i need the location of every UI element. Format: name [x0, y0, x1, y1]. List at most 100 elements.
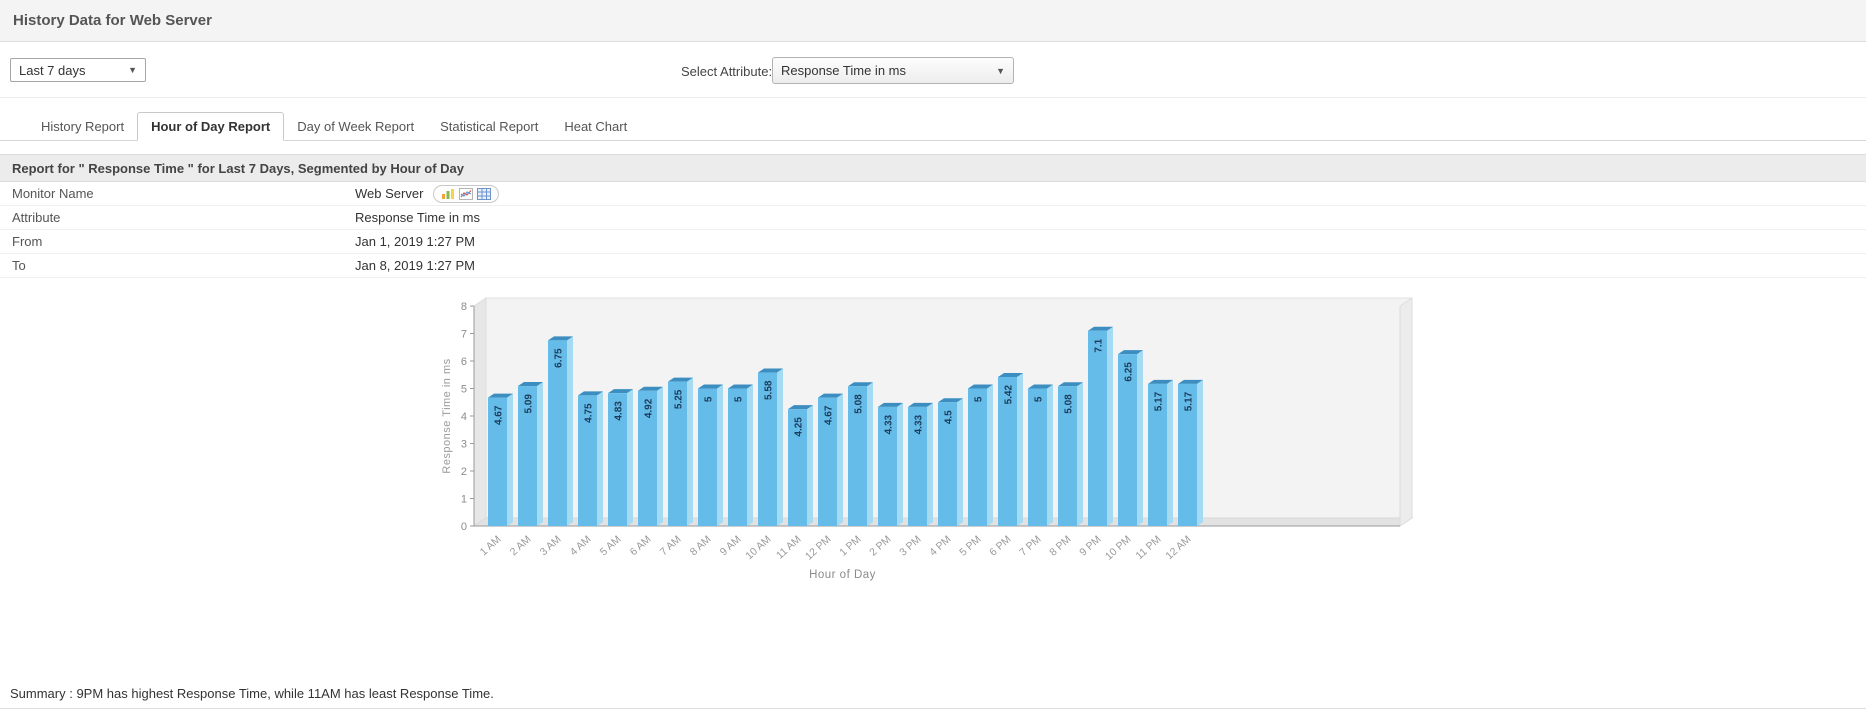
bar-value-label: 5.42 [1004, 385, 1015, 405]
bar-top-face [638, 386, 663, 391]
y-tick-label: 2 [461, 466, 467, 478]
bar-front-face [488, 397, 507, 526]
bar-side-face [807, 405, 813, 526]
bar-front-face [998, 376, 1017, 526]
bar-top-face [548, 336, 573, 341]
period-select-value: Last 7 days [19, 62, 86, 78]
chart-bar[interactable]: 4.33 [908, 402, 933, 526]
bar-side-face [1197, 379, 1203, 526]
bar-top-face [938, 398, 963, 403]
table-row: To Jan 8, 2019 1:27 PM [0, 254, 1866, 278]
chart-bar[interactable]: 4.67 [818, 393, 843, 526]
x-tick-label: 9 PM [1077, 533, 1103, 558]
bar-value-label: 5 [1034, 396, 1045, 402]
chart-bar[interactable]: 4.75 [578, 391, 603, 526]
bar-top-face [488, 393, 513, 398]
chart-bar[interactable]: 4.83 [608, 389, 633, 526]
bar-front-face [1148, 383, 1167, 526]
chart-bar[interactable]: 6.25 [1118, 350, 1143, 526]
bar-side-face [717, 384, 723, 526]
tab-heat-chart[interactable]: Heat Chart [564, 119, 628, 134]
bar-top-face [1088, 326, 1113, 331]
tab-day-of-week-report[interactable]: Day of Week Report [297, 119, 415, 134]
x-tick-label: 5 AM [598, 533, 624, 558]
chart-bar[interactable]: 4.25 [788, 405, 813, 526]
monitor-chart-links-pill [433, 184, 500, 203]
bar-value-label: 5.17 [1184, 391, 1195, 411]
x-tick-label: 4 PM [927, 533, 953, 558]
bottom-divider [0, 708, 1866, 718]
bar-front-face [1088, 330, 1107, 526]
chart-bar[interactable]: 5.09 [518, 382, 543, 526]
chart-bar[interactable]: 5.17 [1148, 379, 1173, 526]
row-value: Web Server [355, 186, 424, 201]
bar-top-face [1058, 382, 1083, 387]
chart-bar[interactable]: 4.33 [878, 402, 903, 526]
bar-side-face [1017, 372, 1023, 526]
chart-bar[interactable]: 7.1 [1088, 326, 1113, 526]
chart-area: 0 1 2 3 4 5 6 7 8 4.67 1 AM 5.09 2 AM 6.75 3 AM 4.75 4 A… [0, 278, 1866, 586]
chart-bar[interactable]: 5.08 [848, 382, 873, 526]
chart-bar[interactable]: 5.42 [998, 372, 1023, 526]
bar-top-face [698, 384, 723, 389]
y-tick-label: 6 [461, 356, 467, 368]
row-value: Response Time in ms [355, 210, 480, 225]
chart-bar[interactable]: 5 [968, 384, 993, 527]
x-tick-label: 7 AM [658, 533, 684, 558]
chart-bar[interactable]: 5 [698, 384, 723, 527]
bar-top-face [728, 384, 753, 389]
x-tick-label: 1 PM [837, 533, 863, 558]
bar-value-label: 4.25 [794, 417, 805, 437]
y-tick-label: 7 [461, 329, 467, 341]
bar-side-face [507, 393, 513, 526]
bar-value-label: 7.1 [1094, 338, 1105, 352]
bar-value-label: 5.08 [1064, 394, 1075, 414]
chart-bar[interactable]: 4.67 [488, 393, 513, 526]
bar-front-face [1118, 354, 1137, 526]
y-tick-label: 1 [461, 494, 467, 506]
bar-chart-icon[interactable] [441, 188, 455, 200]
table-row: Monitor Name Web Server [0, 182, 1866, 206]
bar-value-label: 4.33 [914, 414, 925, 434]
period-select[interactable]: Last 7 days ▼ [10, 58, 146, 82]
bar-top-face [968, 384, 993, 389]
bar-side-face [777, 368, 783, 526]
x-tick-label: 2 AM [508, 533, 534, 558]
chart-bar[interactable]: 6.75 [548, 336, 573, 526]
line-chart-icon[interactable] [459, 187, 474, 200]
chart-bar[interactable]: 5.17 [1178, 379, 1203, 526]
bar-front-face [788, 409, 807, 526]
chart-bar[interactable]: 5.08 [1058, 382, 1083, 526]
chart-bar[interactable]: 5 [1028, 384, 1053, 527]
chart-bar[interactable]: 5.25 [668, 377, 693, 526]
bar-front-face [578, 395, 597, 526]
bar-side-face [1047, 384, 1053, 526]
x-tick-label: 11 AM [774, 533, 804, 561]
table-icon[interactable] [477, 187, 492, 200]
bar-side-face [957, 398, 963, 526]
chart-bar[interactable]: 5.58 [758, 368, 783, 526]
bar-value-label: 4.83 [614, 401, 625, 421]
x-tick-label: 8 PM [1047, 533, 1073, 558]
attribute-select[interactable]: Response Time in ms ▼ [772, 57, 1014, 84]
tab-history-report[interactable]: History Report [41, 119, 125, 134]
chart-bar[interactable]: 4.5 [938, 398, 963, 526]
bar-side-face [627, 389, 633, 526]
x-tick-label: 7 PM [1017, 533, 1043, 558]
x-tick-label: 6 PM [987, 533, 1013, 558]
bar-front-face [1178, 383, 1197, 526]
bar-front-face [878, 406, 897, 526]
tab-statistical-report[interactable]: Statistical Report [440, 119, 539, 134]
attribute-select-label: Select Attribute: [681, 64, 773, 79]
row-label: From [12, 234, 43, 249]
x-tick-label: 10 PM [1103, 533, 1134, 562]
bar-side-face [1167, 379, 1173, 526]
chart-bar[interactable]: 5 [728, 384, 753, 527]
tab-hour-of-day-report[interactable]: Hour of Day Report [137, 112, 285, 141]
chart-bar[interactable]: 4.92 [638, 386, 663, 526]
x-tick-label: 2 PM [867, 533, 893, 558]
bar-side-face [837, 393, 843, 526]
bar-top-face [608, 389, 633, 394]
bar-front-face [518, 386, 537, 526]
bar-top-face [908, 402, 933, 407]
